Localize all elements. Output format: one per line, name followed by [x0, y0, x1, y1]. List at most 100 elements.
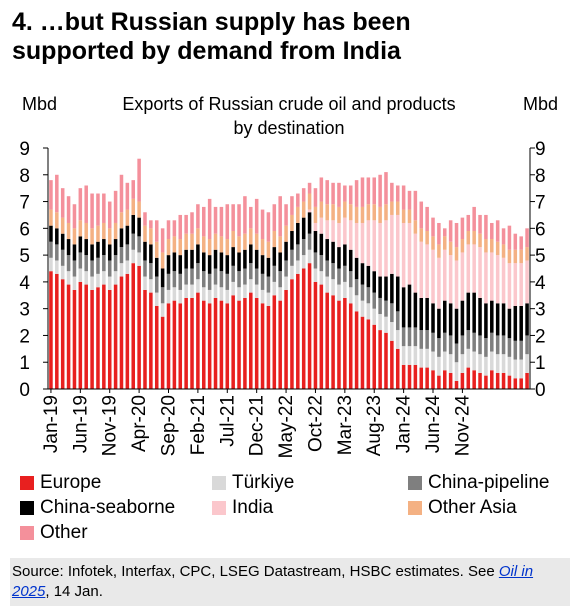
- bar-segment: [425, 206, 429, 232]
- bar-segment: [325, 260, 329, 277]
- bar-segment: [484, 252, 488, 304]
- bar-segment: [413, 233, 418, 293]
- bar-segment: [196, 244, 200, 264]
- bar-segment: [49, 241, 53, 258]
- bar-segment: [178, 273, 183, 290]
- x-tick-label: Jun-19: [70, 395, 91, 453]
- bar-segment: [290, 279, 294, 389]
- bar-segment: [466, 244, 471, 293]
- bar-segment: [78, 252, 83, 269]
- legend-item: Europe: [20, 472, 101, 494]
- legend-swatch: [408, 476, 422, 490]
- y-tick-label-left: 5: [19, 246, 30, 267]
- bar-segment: [372, 308, 376, 325]
- bar-segment: [196, 292, 200, 389]
- bar-segment: [319, 271, 324, 285]
- bar-segment: [319, 217, 324, 234]
- bar-segment: [307, 193, 312, 210]
- bar-segment: [219, 300, 224, 389]
- bar-segment: [513, 359, 518, 379]
- bar-segment: [272, 265, 277, 282]
- bar-segment: [313, 188, 318, 207]
- bar-segment: [513, 305, 518, 341]
- bar-segment: [348, 271, 353, 288]
- bar-segment: [337, 206, 341, 223]
- bar-segment: [107, 228, 112, 245]
- bar-segment: [207, 273, 212, 290]
- bar-segment: [384, 332, 388, 389]
- bar-segment: [437, 222, 441, 245]
- bar-segment: [484, 214, 488, 240]
- bar-segment: [313, 222, 318, 232]
- bar-segment: [296, 206, 300, 223]
- bar-segment: [213, 206, 218, 234]
- bar-segment: [184, 297, 188, 389]
- bar-segment: [84, 239, 88, 256]
- bar-segment: [90, 193, 94, 229]
- bar-segment: [278, 287, 282, 301]
- bar-segment: [107, 201, 112, 229]
- bar-segment: [519, 263, 523, 306]
- bar-segment: [384, 276, 388, 301]
- bar-segment: [154, 220, 159, 242]
- bar-segment: [484, 239, 488, 253]
- bar-segment: [102, 239, 106, 256]
- bar-segment: [131, 263, 135, 389]
- bar-segment: [290, 249, 294, 266]
- bar-segment: [466, 348, 471, 368]
- bar-segment: [454, 222, 459, 248]
- bar-segment: [490, 370, 494, 389]
- bar-segment: [495, 372, 500, 389]
- x-tick-label: Jan-24: [394, 395, 415, 454]
- bar-segment: [390, 340, 394, 389]
- bar-segment: [66, 255, 71, 272]
- legend-swatch: [212, 476, 226, 490]
- bar-segment: [519, 359, 523, 379]
- bar-segment: [478, 214, 482, 234]
- bar-segment: [213, 284, 218, 298]
- bar-segment: [184, 284, 188, 298]
- legend-label: Türkiye: [232, 472, 295, 493]
- bar-segment: [513, 340, 518, 360]
- bar-segment: [372, 204, 376, 221]
- bar-segment: [78, 268, 83, 282]
- bar-segment: [413, 220, 418, 234]
- bar-segment: [154, 241, 159, 258]
- bar-segment: [419, 297, 424, 331]
- bar-segment: [519, 305, 523, 341]
- legend-item: China-pipeline: [408, 472, 549, 494]
- bar-segment: [66, 271, 71, 285]
- bar-segment: [419, 228, 424, 242]
- bar-segment: [72, 228, 77, 245]
- bar-segment: [366, 287, 371, 304]
- bar-segment: [525, 228, 529, 248]
- bar-segment: [360, 263, 365, 285]
- bar-segment: [395, 348, 400, 389]
- bar-segment: [72, 276, 77, 290]
- bar-segment: [96, 257, 100, 274]
- bar-segment: [125, 225, 130, 245]
- bar-segment: [478, 297, 482, 336]
- bar-segment: [66, 196, 71, 223]
- bar-segment: [202, 236, 206, 253]
- bar-segment: [125, 273, 130, 389]
- bar-segment: [60, 217, 65, 234]
- bar-segment: [390, 303, 394, 323]
- bar-segment: [172, 300, 177, 389]
- y-tick-label-right: 1: [535, 353, 546, 374]
- bar-segment: [143, 276, 147, 290]
- bar-segment: [219, 252, 224, 272]
- bar-segment: [366, 204, 371, 221]
- source-text: Source: Infotek, Interfax, CPC, LSEG Dat…: [12, 563, 499, 580]
- bar-segment: [472, 206, 476, 232]
- bar-segment: [331, 182, 335, 205]
- source-link[interactable]: Oil in 2025: [12, 563, 534, 600]
- x-tick-label: Nov-19: [100, 395, 121, 456]
- bar-segment: [178, 239, 183, 256]
- bar-segment: [149, 228, 153, 245]
- bar-segment: [249, 228, 253, 245]
- y-tick-label-left: 4: [19, 273, 30, 294]
- bar-segment: [443, 236, 447, 250]
- bar-segment: [360, 284, 365, 301]
- bar-segment: [60, 249, 65, 266]
